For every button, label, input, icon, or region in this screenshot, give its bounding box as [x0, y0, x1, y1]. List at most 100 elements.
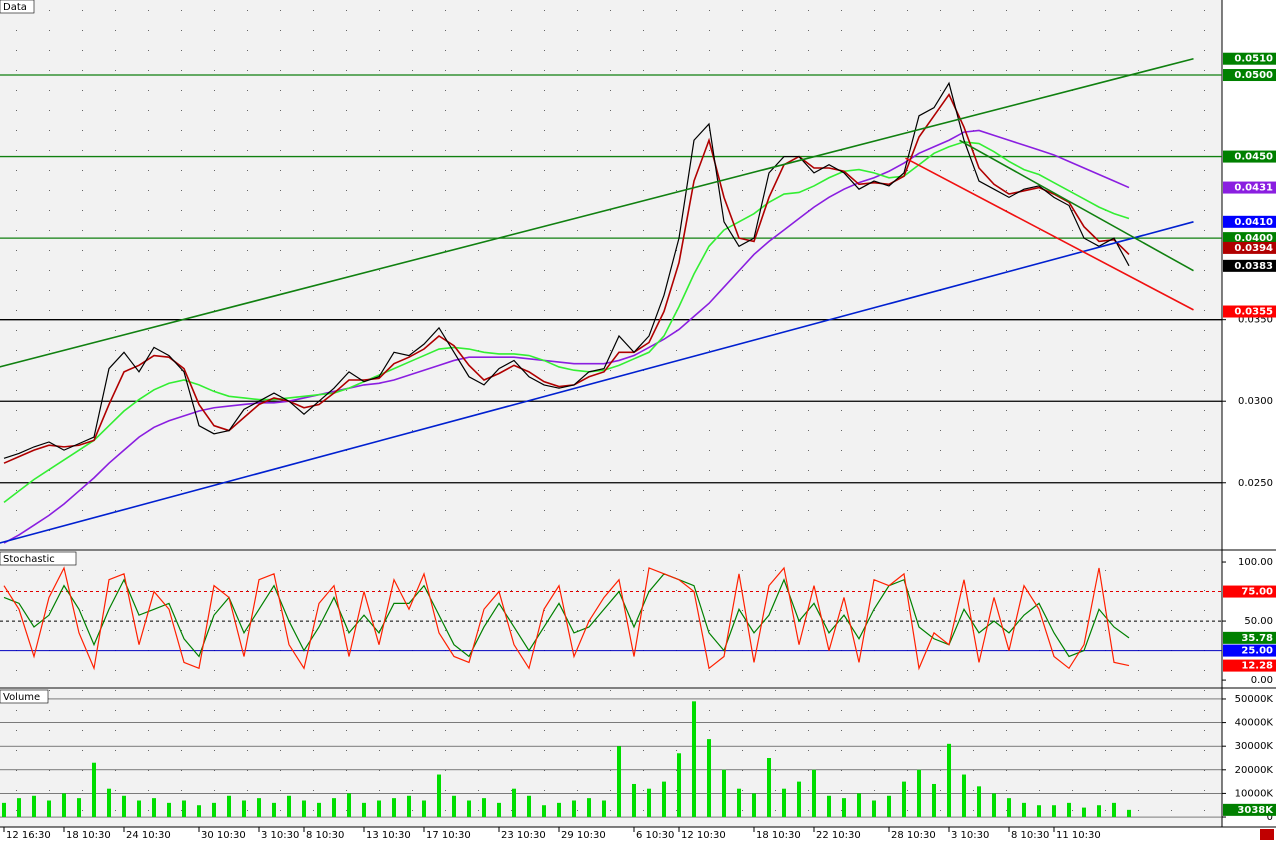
- volume-bar: [242, 800, 246, 818]
- volume-bar: [212, 802, 216, 818]
- x-tick-label: 18 10:30: [66, 830, 111, 841]
- price-label-box: [1223, 150, 1276, 163]
- x-tick-label: 18 10:30: [756, 830, 801, 841]
- volume-bar: [332, 798, 336, 818]
- price-label-box: [1223, 241, 1276, 254]
- price-label-box: [1223, 659, 1276, 672]
- y-tick-label: 50.00: [1244, 616, 1273, 627]
- volume-bar: [1067, 802, 1071, 818]
- x-tick-label: 24 10:30: [126, 830, 171, 841]
- price-label-box: [1223, 644, 1276, 657]
- price-label: 3038K: [1237, 805, 1274, 816]
- panel-title: Volume: [3, 692, 40, 703]
- volume-bar: [32, 795, 36, 818]
- volume-bar: [197, 805, 201, 818]
- volume-bar: [1037, 805, 1041, 818]
- volume-bar: [1007, 798, 1011, 818]
- volume-bar: [377, 800, 381, 818]
- volume-bar: [317, 802, 321, 818]
- volume-bar: [257, 798, 261, 818]
- volume-bar: [917, 769, 921, 818]
- volume-bar: [347, 793, 351, 818]
- volume-bar: [122, 795, 126, 818]
- y-tick-label: 0: [1267, 812, 1273, 823]
- volume-bar: [62, 793, 66, 818]
- volume-bar: [362, 802, 366, 818]
- price-label-box: [1223, 585, 1276, 598]
- volume-bar: [392, 798, 396, 818]
- volume-bar: [962, 774, 966, 818]
- volume-bar: [722, 769, 726, 818]
- volume-bar: [542, 805, 546, 818]
- volume-bar: [47, 800, 51, 818]
- volume-bar: [1052, 805, 1056, 818]
- price-label-box: [1223, 181, 1276, 194]
- volume-bar: [422, 800, 426, 818]
- volume-bar: [572, 800, 576, 818]
- volume-bar: [767, 758, 771, 818]
- price-label: 0.0510: [1234, 54, 1273, 65]
- volume-bar: [557, 802, 561, 818]
- volume-bar: [602, 800, 606, 818]
- series-line: [3, 93, 1130, 464]
- volume-bar: [1127, 809, 1131, 818]
- volume-bar: [752, 793, 756, 818]
- volume-bar: [1112, 802, 1116, 818]
- volume-bar: [287, 795, 291, 818]
- volume-bar: [302, 800, 306, 818]
- volume-bar: [632, 783, 636, 818]
- price-label: 0.0431: [1234, 183, 1273, 194]
- y-tick-label: 0.00: [1251, 675, 1273, 686]
- price-label: 12.28: [1241, 661, 1273, 672]
- price-label: 0.0394: [1234, 243, 1273, 254]
- volume-bar: [947, 743, 951, 818]
- y-tick-label: 50000K: [1235, 694, 1274, 705]
- volume-bar: [932, 783, 936, 818]
- volume-bar: [512, 788, 516, 818]
- price-label: 0.0355: [1234, 307, 1273, 318]
- series-line: [3, 573, 1130, 658]
- volume-bar: [452, 795, 456, 818]
- volume-bar: [497, 802, 501, 818]
- volume-bar: [482, 798, 486, 818]
- volume-bar: [797, 781, 801, 818]
- x-tick-label: 12 16:30: [6, 830, 51, 841]
- panel-title: Stochastic: [3, 554, 55, 565]
- volume-bar: [887, 795, 891, 818]
- volume-bar: [92, 762, 96, 818]
- price-label-box: [1223, 803, 1276, 816]
- volume-bar: [992, 793, 996, 818]
- price-label: 0.0410: [1234, 217, 1273, 228]
- x-tick-label: 3 10:30: [261, 830, 299, 841]
- scroll-icon[interactable]: [1260, 829, 1274, 840]
- volume-bar: [1082, 807, 1086, 818]
- panel-title-box: [0, 689, 49, 704]
- volume-bar: [677, 753, 681, 818]
- series-line: [3, 141, 1130, 503]
- x-tick-label: 28 10:30: [891, 830, 936, 841]
- x-tick-label: 13 10:30: [366, 830, 411, 841]
- x-tick-label: 23 10:30: [501, 830, 546, 841]
- series-line: [3, 566, 1130, 671]
- y-tick-label: 100.00: [1238, 557, 1273, 568]
- price-label: 0.0383: [1234, 261, 1273, 272]
- y-tick-label: 0.0350: [1238, 315, 1273, 326]
- x-tick-label: 12 10:30: [681, 830, 726, 841]
- volume-bar: [842, 798, 846, 818]
- x-tick-label: 3 10:30: [951, 830, 989, 841]
- price-label-box: [1223, 69, 1276, 82]
- trendline: [0, 221, 1194, 544]
- dot-grid: [0, 551, 1222, 687]
- volume-bar: [527, 795, 531, 818]
- volume-bar: [272, 802, 276, 818]
- x-tick-label: 29 10:30: [561, 830, 606, 841]
- volume-bar: [587, 798, 591, 818]
- volume-bar: [1097, 805, 1101, 818]
- volume-bar: [812, 769, 816, 818]
- price-label-box: [1223, 52, 1276, 65]
- dot-grid: [0, 689, 1222, 827]
- trendline: [959, 139, 1194, 272]
- series-line: [3, 81, 1130, 459]
- volume-bar: [617, 746, 621, 818]
- volume-bar: [227, 795, 231, 818]
